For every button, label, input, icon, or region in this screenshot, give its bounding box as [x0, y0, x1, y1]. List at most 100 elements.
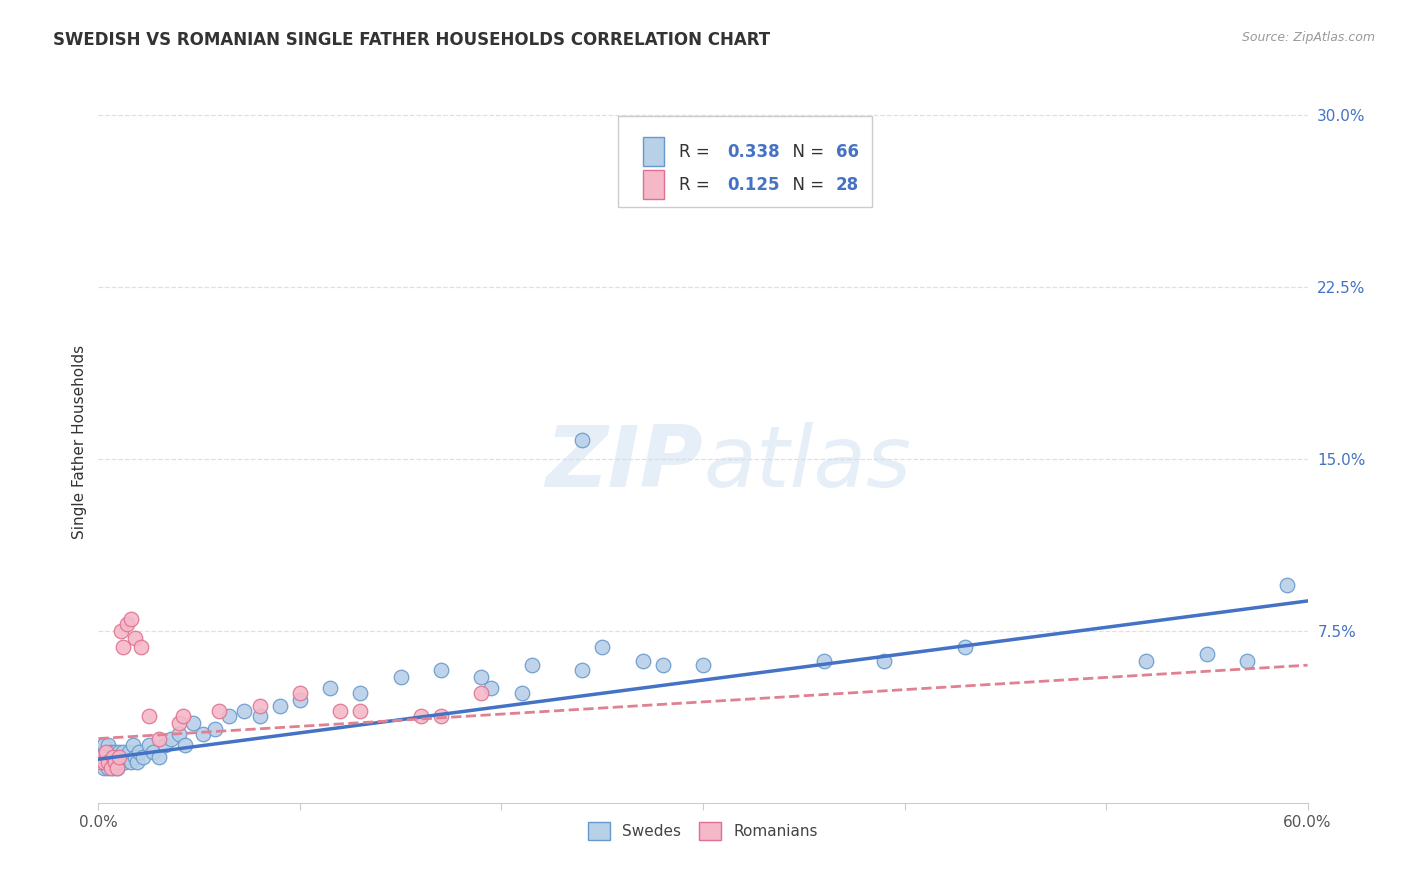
Point [430, 708, 453, 723]
Point [288, 686, 311, 700]
Point [110, 750, 132, 764]
Point [430, 663, 453, 677]
Point [120, 755, 142, 769]
Point [118, 745, 141, 759]
Point [1135, 654, 1157, 668]
Point [101, 750, 124, 764]
Point [103, 755, 125, 769]
Point [288, 692, 311, 706]
Point [100, 761, 122, 775]
Point [389, 670, 412, 684]
Point [167, 727, 190, 741]
Point [132, 750, 155, 764]
Point [91, 755, 114, 769]
Point [160, 731, 183, 746]
Point [409, 708, 432, 723]
Text: R =: R = [679, 143, 714, 161]
Point [97, 761, 120, 775]
Y-axis label: Single Father Households: Single Father Households [72, 344, 87, 539]
Point [107, 755, 129, 769]
Point [204, 723, 226, 737]
Point [138, 708, 160, 723]
Point [249, 708, 271, 723]
Point [148, 731, 170, 746]
Point [692, 658, 714, 673]
Point [329, 704, 352, 718]
Text: ZIP: ZIP [546, 422, 703, 505]
FancyBboxPatch shape [643, 137, 664, 166]
Point [124, 750, 146, 764]
Point [953, 640, 976, 654]
Point [218, 708, 240, 723]
Point [121, 739, 143, 753]
Text: Source: ZipAtlas.com: Source: ZipAtlas.com [1241, 31, 1375, 45]
Point [120, 612, 142, 626]
Point [232, 704, 254, 718]
Point [105, 750, 128, 764]
Point [138, 739, 160, 753]
Point [110, 624, 132, 638]
Point [181, 715, 204, 730]
Text: atlas: atlas [703, 422, 911, 505]
Text: SWEDISH VS ROMANIAN SINGLE FATHER HOUSEHOLDS CORRELATION CHART: SWEDISH VS ROMANIAN SINGLE FATHER HOUSEH… [53, 31, 770, 49]
Text: 28: 28 [837, 176, 859, 194]
Point [101, 761, 124, 775]
Point [319, 681, 342, 695]
Point [91, 750, 114, 764]
Point [129, 640, 152, 654]
Point [172, 708, 194, 723]
Point [114, 755, 136, 769]
Legend: Swedes, Romanians: Swedes, Romanians [582, 816, 824, 846]
Point [107, 745, 129, 759]
Point [148, 750, 170, 764]
Point [105, 761, 128, 775]
Point [124, 631, 146, 645]
Point [100, 755, 122, 769]
Point [571, 434, 593, 448]
Point [105, 761, 128, 775]
Point [96, 745, 118, 759]
Point [470, 686, 492, 700]
Point [101, 750, 124, 764]
Point [97, 755, 120, 769]
Text: R =: R = [679, 176, 714, 194]
Point [153, 739, 176, 753]
Point [93, 739, 115, 753]
Point [125, 755, 148, 769]
Point [651, 658, 673, 673]
Point [142, 745, 165, 759]
Point [96, 755, 118, 769]
Text: 66: 66 [837, 143, 859, 161]
Point [591, 640, 613, 654]
Point [89, 750, 111, 764]
Point [631, 654, 654, 668]
Point [115, 750, 138, 764]
Point [813, 654, 835, 668]
Point [97, 739, 120, 753]
Text: N =: N = [782, 143, 830, 161]
Point [115, 616, 138, 631]
Point [873, 654, 896, 668]
Point [107, 750, 129, 764]
Point [470, 670, 492, 684]
Point [1236, 654, 1258, 668]
Text: 0.125: 0.125 [727, 176, 780, 194]
Point [510, 686, 533, 700]
Point [167, 715, 190, 730]
Point [103, 755, 125, 769]
Point [100, 745, 122, 759]
Point [1277, 578, 1299, 592]
Point [96, 745, 118, 759]
Text: N =: N = [782, 176, 830, 194]
Point [269, 699, 291, 714]
Point [249, 699, 271, 714]
Point [1195, 647, 1218, 661]
Point [349, 686, 371, 700]
Point [193, 727, 215, 741]
Point [89, 755, 111, 769]
FancyBboxPatch shape [643, 170, 664, 199]
Point [111, 745, 134, 759]
Point [208, 704, 231, 718]
Point [93, 761, 115, 775]
Point [174, 739, 197, 753]
